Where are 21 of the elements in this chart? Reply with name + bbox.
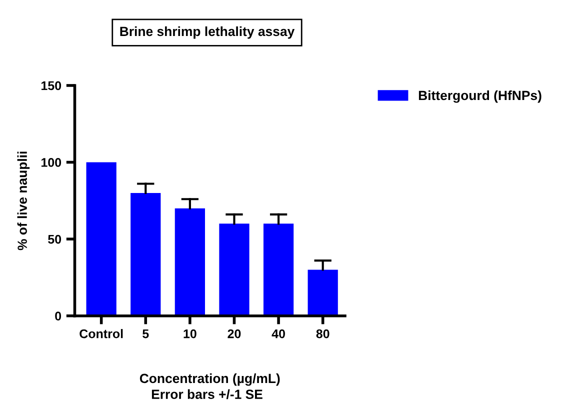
text: Error bars +/-1 SE [152,389,262,400]
bar [130,192,161,316]
legend-label: Bittergourd (HfNPs) [418,90,542,103]
x-tick-label: 5 [142,329,149,338]
bar [219,224,250,316]
bar [308,270,338,316]
chart-title: Brine shrimp lethality assay [120,26,295,39]
x-tick-label: Control [80,329,123,338]
bar [174,208,205,316]
x-axis-title: Concentration (µg/mL) [140,373,280,386]
y-tick-label: 100 [41,158,62,167]
y-tick-label: 50 [48,234,62,244]
x-tick-label: 80 [316,329,330,338]
x-tick-label: 20 [228,329,241,338]
x-tick-label: 10 [184,329,196,338]
y-tick-label: 0 [55,312,62,320]
y-tick-label: 150 [41,81,62,90]
x-tick-label: 40 [272,329,285,338]
y-axis-title: % of live nauplii [17,152,30,250]
bar [263,224,294,316]
bar [86,162,116,316]
